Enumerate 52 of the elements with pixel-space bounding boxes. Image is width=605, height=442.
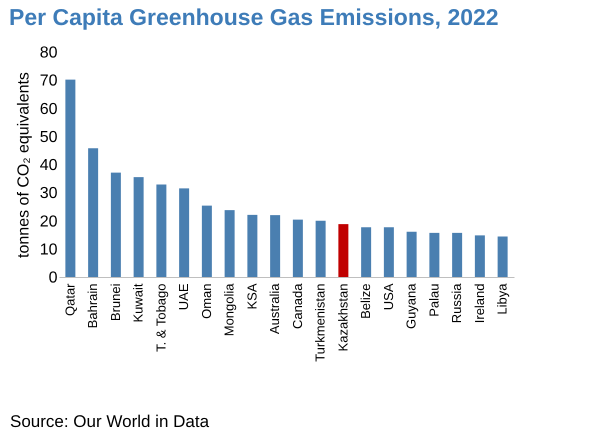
bar	[88, 148, 98, 277]
bar	[429, 232, 440, 277]
bar	[65, 80, 76, 277]
x-tick-label: Libya	[494, 282, 510, 315]
x-tick-label: Canada	[290, 282, 305, 330]
bar	[361, 227, 372, 277]
y-tick-label: 30	[40, 185, 58, 202]
y-tick-label: 0	[48, 270, 58, 286]
x-tick-label: Kuwait	[130, 283, 146, 323]
bar	[498, 236, 508, 277]
y-tick-label: 60	[40, 100, 58, 118]
x-tick-label: Bahrain	[85, 284, 100, 328]
x-tick-label: Australia	[267, 282, 282, 334]
bar	[202, 206, 212, 277]
source-note: Source: Our World in Data	[10, 412, 210, 432]
bar	[292, 220, 303, 277]
y-tick-label: 80	[40, 44, 58, 62]
y-tick-label: 10	[40, 241, 58, 258]
bar	[338, 224, 348, 277]
bar	[224, 210, 235, 277]
x-tick-label: Palau	[426, 284, 442, 317]
bar	[406, 232, 417, 277]
y-tick-label: 20	[40, 213, 58, 230]
chart-title: Per Capita Greenhouse Gas Emissions, 2022	[9, 4, 499, 30]
bar	[247, 214, 258, 277]
x-tick-label: Mongolia	[222, 282, 237, 336]
x-tick-label: Turkmenistan	[312, 284, 328, 362]
x-tick-label: Russia	[449, 282, 464, 324]
y-tick-label: 70	[40, 72, 58, 90]
x-tick-label: Guyana	[404, 282, 419, 330]
bar	[110, 172, 121, 277]
bar	[156, 184, 166, 277]
y-tick-label: 50	[40, 128, 58, 146]
bar	[179, 188, 190, 277]
x-tick-label: Oman	[198, 284, 214, 319]
x-tick-label: Belize	[358, 284, 374, 319]
x-tick-label: Kazakhstan	[335, 284, 350, 352]
x-tick-label: Brunei	[108, 283, 123, 322]
bar	[270, 215, 280, 277]
x-tick-label: T. & Tobago	[153, 284, 168, 352]
bar	[474, 235, 485, 277]
x-tick-label: USA	[380, 283, 396, 310]
bar	[384, 227, 394, 277]
x-tick-label: KSA	[244, 283, 260, 310]
bar	[452, 232, 462, 277]
bar	[134, 177, 144, 277]
x-tick-label: Ireland	[472, 284, 487, 324]
x-tick-label: Qatar	[62, 282, 78, 316]
y-axis-title: tonnes of CO₂ equivalents	[16, 72, 33, 258]
bar	[316, 220, 326, 277]
x-tick-label: UAE	[176, 283, 192, 310]
y-tick-label: 40	[40, 157, 58, 174]
